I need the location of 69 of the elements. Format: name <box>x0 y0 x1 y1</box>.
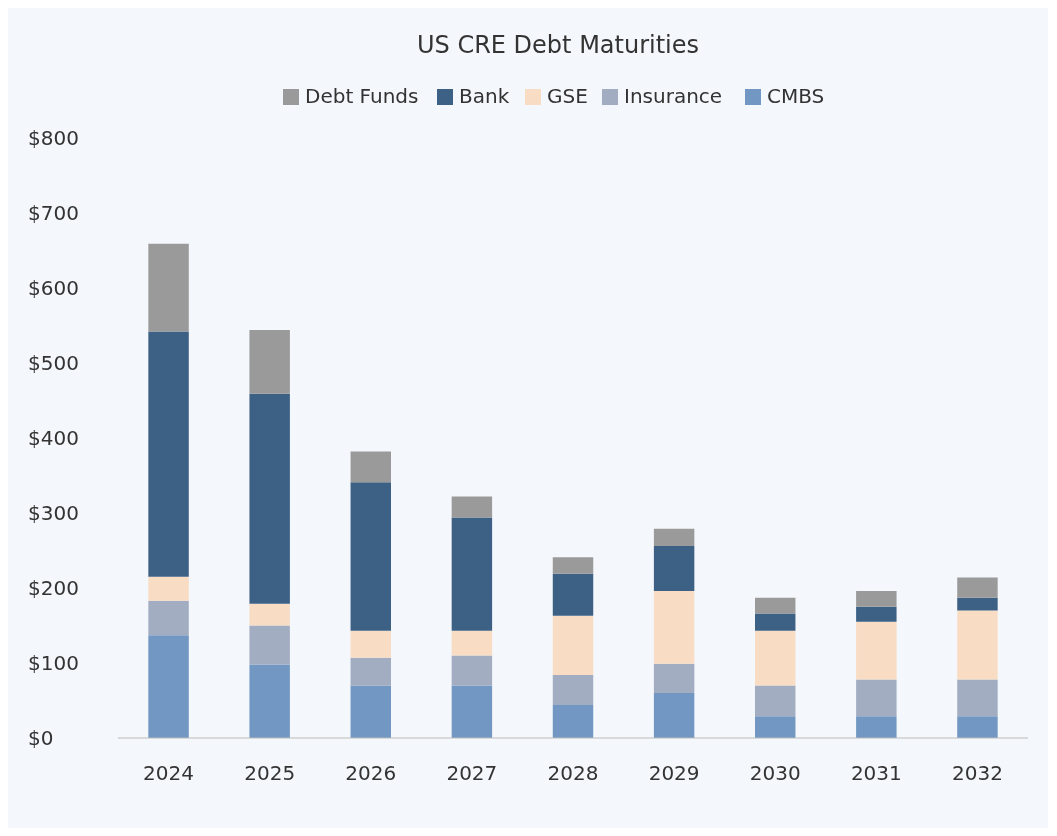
bar <box>350 657 391 686</box>
y-tick-label: $400 <box>28 426 79 450</box>
x-tick-label: 2029 <box>648 761 700 785</box>
bar <box>249 393 290 604</box>
bar <box>957 679 998 717</box>
bar <box>755 597 796 614</box>
bar <box>249 625 290 665</box>
bar <box>148 576 189 601</box>
bar <box>957 597 998 611</box>
bar <box>350 482 391 631</box>
bar <box>552 675 594 705</box>
bar <box>350 685 391 738</box>
x-tick-label: 2031 <box>850 761 902 785</box>
legend-label: Debt Funds <box>305 84 419 108</box>
bar <box>755 685 796 717</box>
bar <box>755 613 796 631</box>
x-tick-label: 2026 <box>345 761 397 785</box>
bar <box>957 577 998 598</box>
x-tick-label: 2025 <box>244 761 296 785</box>
bar <box>249 603 290 626</box>
bar <box>755 630 796 686</box>
x-tick-label: 2028 <box>547 761 599 785</box>
bar <box>755 716 796 738</box>
legend-label: Bank <box>459 84 510 108</box>
bar <box>552 615 594 675</box>
bar <box>653 546 695 591</box>
legend-label: GSE <box>547 84 588 108</box>
bar <box>451 496 493 518</box>
bar <box>451 685 493 738</box>
bar <box>249 330 290 394</box>
bar <box>350 630 391 658</box>
bar <box>957 610 998 680</box>
x-tick-label: 2030 <box>749 761 801 785</box>
bar <box>148 243 189 332</box>
chart-title: US CRE Debt Maturities <box>416 31 700 59</box>
bar <box>148 331 189 577</box>
bar <box>552 557 594 574</box>
bar <box>856 606 897 622</box>
y-tick-label: $0 <box>28 726 54 750</box>
legend-label: CMBS <box>767 84 825 108</box>
y-tick-label: $200 <box>28 576 79 600</box>
bar <box>653 693 695 738</box>
y-tick-label: $600 <box>28 276 79 300</box>
bar <box>148 600 189 636</box>
y-tick-label: $700 <box>28 201 79 225</box>
x-tick-label: 2027 <box>446 761 498 785</box>
bar <box>451 655 493 686</box>
bar <box>249 664 290 738</box>
x-tick-label: 2032 <box>951 761 1003 785</box>
y-tick-label: $500 <box>28 351 79 375</box>
bar <box>552 705 594 738</box>
bar <box>856 716 897 738</box>
y-tick-label: $800 <box>28 126 79 150</box>
legend-label: Insurance <box>624 84 723 108</box>
bar <box>856 591 897 607</box>
bar <box>350 451 391 483</box>
y-tick-label: $300 <box>28 501 79 525</box>
y-tick-label: $100 <box>28 651 79 675</box>
bar <box>552 573 594 616</box>
bar <box>653 663 695 693</box>
bar <box>148 635 189 738</box>
bar <box>451 517 493 631</box>
x-tick-label: 2024 <box>143 761 195 785</box>
bar <box>957 716 998 738</box>
bar <box>856 621 897 680</box>
bar <box>451 630 493 656</box>
bar <box>653 528 695 546</box>
bar <box>856 679 897 717</box>
bar <box>653 591 695 664</box>
